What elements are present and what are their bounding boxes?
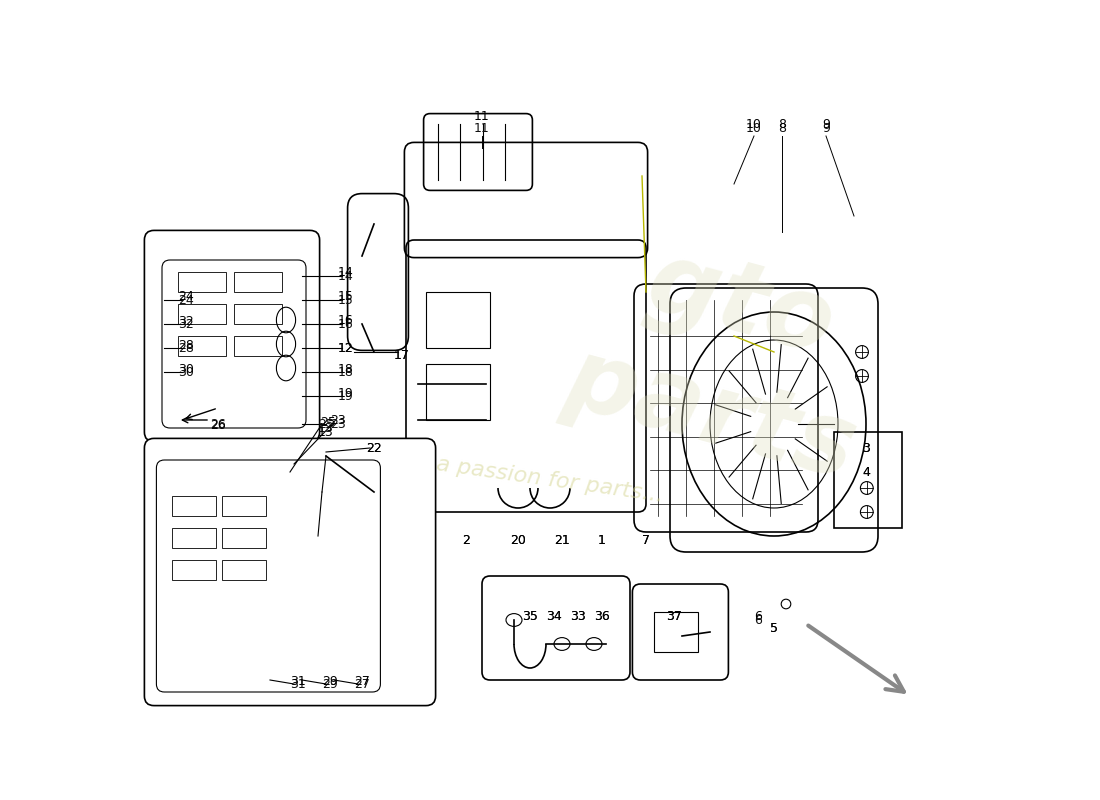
Text: 35: 35 [522,610,538,622]
Text: 2: 2 [462,534,470,546]
Text: 30: 30 [178,366,194,378]
Bar [178,272,226,292]
Text: 22: 22 [366,442,382,454]
Text: 5: 5 [770,622,778,634]
Text: 28: 28 [178,339,194,352]
Text: 26: 26 [210,419,225,432]
Text: 19: 19 [338,390,354,402]
Text: 34: 34 [546,610,562,622]
Text: 14: 14 [338,266,354,278]
Text: 7: 7 [642,534,650,546]
Text: 20: 20 [510,534,526,546]
Bar [222,496,266,516]
Text: 25: 25 [320,416,336,429]
Text: 31: 31 [290,678,306,690]
Text: 5: 5 [770,622,778,634]
Text: 37: 37 [667,610,682,622]
Text: 16: 16 [338,314,354,326]
Text: 15: 15 [338,294,354,306]
Bar [173,560,217,580]
Text: 21: 21 [554,534,570,546]
Text: 16: 16 [338,318,354,330]
Bar [173,528,217,548]
Text: 33: 33 [570,610,586,622]
Text: 6: 6 [755,610,762,622]
Text: 3: 3 [862,442,870,454]
Text: 14: 14 [338,270,354,282]
Bar [178,336,226,356]
Text: 24: 24 [178,290,194,302]
Bar [234,272,282,292]
Text: 32: 32 [178,315,194,328]
Text: 2: 2 [462,534,470,546]
Text: 8: 8 [778,122,786,134]
Bar [222,560,266,580]
Text: 29: 29 [322,678,338,690]
Text: 12: 12 [338,342,354,354]
Text: 32: 32 [178,318,194,330]
Text: 9: 9 [822,122,829,134]
Text: 25: 25 [318,418,334,430]
Bar [426,364,490,420]
Text: 30: 30 [178,363,194,376]
Text: 3: 3 [862,442,870,454]
Text: 35: 35 [522,610,538,622]
Text: 26: 26 [210,418,225,430]
Text: 20: 20 [510,534,526,546]
Text: 24: 24 [178,294,194,306]
Text: 27: 27 [354,678,370,690]
Text: 1: 1 [598,534,606,546]
Text: 36: 36 [594,610,609,622]
Text: 34: 34 [546,610,562,622]
Bar [426,292,490,348]
Text: 21: 21 [554,534,570,546]
Text: gto
parts: gto parts [557,221,895,499]
Text: 22: 22 [366,442,382,454]
Text: 4: 4 [862,466,870,478]
Bar [234,336,282,356]
Bar [234,304,282,324]
Text: 29: 29 [322,675,338,688]
FancyBboxPatch shape [482,576,630,680]
Text: 17: 17 [394,350,410,362]
Text: 13: 13 [318,422,334,434]
Bar [834,432,902,528]
Text: 33: 33 [570,610,586,622]
Text: 4: 4 [862,466,870,478]
Text: 7: 7 [642,534,650,546]
Text: a passion for parts...: a passion for parts... [436,454,664,506]
Text: 11: 11 [474,110,490,122]
Bar [173,496,217,516]
FancyBboxPatch shape [632,584,728,680]
Text: 31: 31 [290,675,306,688]
Text: 28: 28 [178,342,194,354]
Text: 18: 18 [338,363,354,376]
Bar [222,528,266,548]
Text: 1: 1 [598,534,606,546]
Text: 15: 15 [338,290,354,302]
Bar [178,304,226,324]
Text: 11: 11 [474,122,490,134]
Text: 8: 8 [778,118,786,130]
Text: 23: 23 [330,418,345,430]
Text: 10: 10 [746,118,762,130]
Text: 12: 12 [338,342,354,354]
Text: 37: 37 [667,610,682,622]
Text: 23: 23 [330,414,345,426]
FancyBboxPatch shape [144,438,436,706]
Text: 9: 9 [822,118,829,130]
Text: 18: 18 [338,366,354,378]
FancyBboxPatch shape [144,230,320,442]
Text: 27: 27 [354,675,370,688]
Text: 36: 36 [594,610,609,622]
Text: 19: 19 [338,387,354,400]
Text: 13: 13 [318,426,334,438]
Text: 10: 10 [746,122,762,134]
Text: 6: 6 [755,614,762,626]
Bar [654,612,698,652]
Text: 17: 17 [394,350,410,362]
